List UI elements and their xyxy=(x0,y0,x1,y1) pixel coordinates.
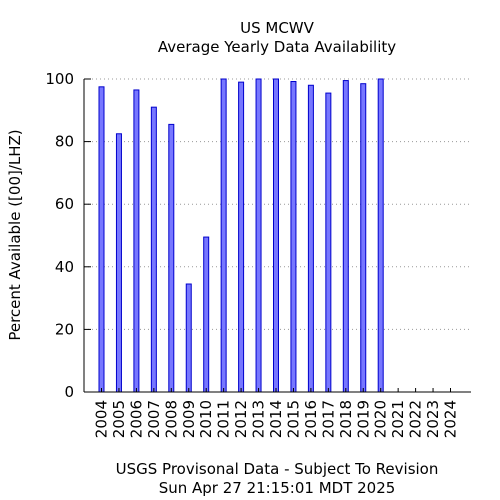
x-tick-label-2005: 2005 xyxy=(110,400,128,438)
x-tick-label-2006: 2006 xyxy=(127,400,145,438)
bar-2020 xyxy=(377,78,384,393)
bar-2016 xyxy=(307,84,314,393)
bar-2019 xyxy=(360,83,367,393)
x-tick-label-2024: 2024 xyxy=(442,400,460,438)
y-axis-label: Percent Available ([00]/LHZ) xyxy=(6,129,24,340)
bar-2004 xyxy=(98,86,105,393)
chart-subtitle: Average Yearly Data Availability xyxy=(158,38,396,56)
bars xyxy=(98,78,384,393)
y-tick-label: 0 xyxy=(64,383,74,401)
x-tick-labels: 2004 2005 2006 2007 2008 2009 2010 2011 2012 2013… xyxy=(93,400,460,438)
x-tick-label-2021: 2021 xyxy=(389,400,407,438)
bar-2015 xyxy=(290,81,297,393)
x-tick-label-2010: 2010 xyxy=(197,400,215,438)
x-tick-label-2023: 2023 xyxy=(424,400,442,438)
x-tick-label-2008: 2008 xyxy=(162,400,180,438)
x-tick-label-2017: 2017 xyxy=(319,400,337,438)
bar-2008 xyxy=(168,123,175,393)
y-tick-label: 20 xyxy=(55,320,74,338)
bar-2006 xyxy=(133,89,140,393)
footer-disclaimer: USGS Provisonal Data - Subject To Revisi… xyxy=(116,460,439,478)
x-tick-label-2007: 2007 xyxy=(145,400,163,438)
x-tick-label-2013: 2013 xyxy=(250,400,268,438)
x-tick-label-2014: 2014 xyxy=(267,400,285,438)
bar-2012 xyxy=(238,81,245,393)
x-tick-label-2019: 2019 xyxy=(354,400,372,438)
bar-2011 xyxy=(220,78,227,393)
axes xyxy=(83,78,471,393)
x-tick-label-2015: 2015 xyxy=(284,400,302,438)
y-tick-label: 80 xyxy=(55,133,74,151)
bar-2013 xyxy=(255,78,262,393)
grid-lines xyxy=(84,78,471,330)
x-tick-label-2020: 2020 xyxy=(372,400,390,438)
bar-2005 xyxy=(115,133,122,393)
x-tick-label-2009: 2009 xyxy=(180,400,198,438)
x-tick-label-2016: 2016 xyxy=(302,400,320,438)
bar-2009 xyxy=(185,283,192,393)
chart-title: US MCWV xyxy=(240,19,315,37)
x-tick-label-2004: 2004 xyxy=(93,400,111,438)
bar-2018 xyxy=(342,80,349,393)
y-tick-label: 60 xyxy=(55,195,74,213)
y-tick-label: 100 xyxy=(45,70,74,88)
bar-2007 xyxy=(150,106,157,393)
x-tick-label-2012: 2012 xyxy=(232,400,250,438)
y-tick-label: 40 xyxy=(55,258,74,276)
footer-timestamp: Sun Apr 27 21:15:01 MDT 2025 xyxy=(159,479,396,497)
x-tick-label-2011: 2011 xyxy=(215,400,233,438)
x-tick-label-2018: 2018 xyxy=(337,400,355,438)
bar-2017 xyxy=(325,92,332,393)
bar-2010 xyxy=(203,236,210,393)
bar-2014 xyxy=(273,78,279,393)
y-tick-labels: 0 20 40 60 80 100 xyxy=(45,70,74,401)
x-tick-label-2022: 2022 xyxy=(407,400,425,438)
